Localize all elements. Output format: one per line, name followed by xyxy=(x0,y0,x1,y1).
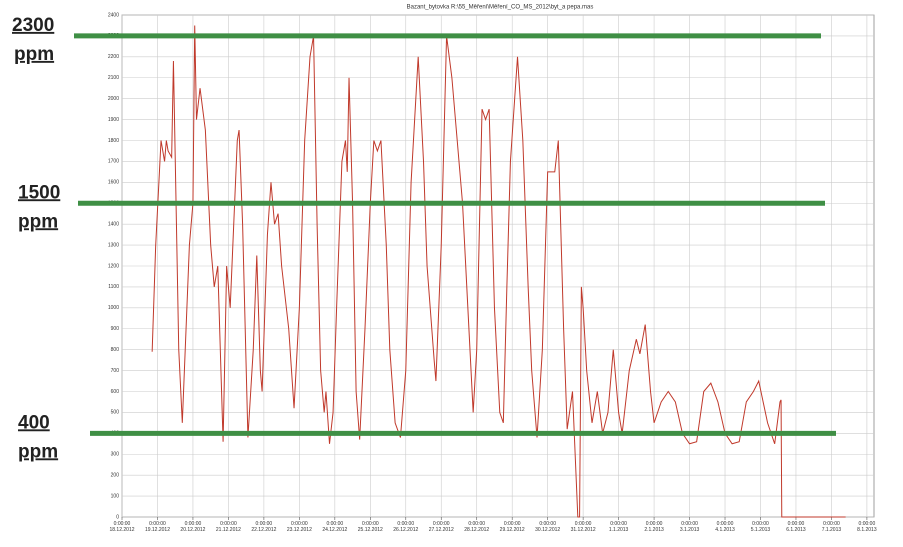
y-tick-label: 1300 xyxy=(108,242,119,248)
y-tick-label: 1600 xyxy=(108,180,119,186)
y-tick-label: 900 xyxy=(111,326,120,332)
threshold-unit: ppm xyxy=(18,441,58,462)
threshold-unit: ppm xyxy=(18,211,58,232)
x-tick-label: 0:00:00 25.12.2012 xyxy=(358,521,383,533)
y-tick-label: 1800 xyxy=(108,138,119,144)
y-tick-label: 1100 xyxy=(108,284,119,290)
x-tick-label: 0:00:00 21.12.2012 xyxy=(216,521,241,533)
x-tick-label: 0:00:00 3.1.2013 xyxy=(680,521,700,533)
y-tick-label: 200 xyxy=(111,472,120,478)
y-tick-label: 0 xyxy=(116,514,119,520)
y-tick-label: 600 xyxy=(111,389,120,395)
x-tick-label: 0:00:00 19.12.2012 xyxy=(145,521,170,533)
x-tick-label: 0:00:00 6.1.2013 xyxy=(786,521,806,533)
x-tick-label: 0:00:00 18.12.2012 xyxy=(109,521,134,533)
x-tick-label: 0:00:00 4.1.2013 xyxy=(715,521,735,533)
x-tick-label: 0:00:00 27.12.2012 xyxy=(429,521,454,533)
x-tick-label: 0:00:00 23.12.2012 xyxy=(287,521,312,533)
y-tick-label: 1900 xyxy=(108,117,119,123)
x-tick-label: 0:00:00 31.12.2012 xyxy=(571,521,596,533)
y-tick-label: 1400 xyxy=(108,221,119,227)
threshold-value: 2300 xyxy=(12,15,54,36)
y-tick-label: 700 xyxy=(111,368,120,374)
y-tick-label: 800 xyxy=(111,347,120,353)
x-tick-label: 0:00:00 5.1.2013 xyxy=(751,521,771,533)
threshold-value: 400 xyxy=(18,412,50,433)
y-tick-label: 1000 xyxy=(108,305,119,311)
data-line xyxy=(151,25,846,518)
y-tick-label: 2000 xyxy=(108,96,119,102)
y-tick-label: 2400 xyxy=(108,12,119,18)
x-tick-label: 0:00:00 20.12.2012 xyxy=(180,521,205,533)
x-tick-label: 0:00:00 7.1.2013 xyxy=(822,521,842,533)
threshold-unit: ppm xyxy=(14,44,54,65)
chart-title: Bazant_bytovka R:\55_Měření\Měření_CO_MS… xyxy=(407,5,594,11)
threshold-value: 1500 xyxy=(18,182,60,203)
y-tick-label: 1200 xyxy=(108,263,119,269)
y-tick-label: 300 xyxy=(111,452,120,458)
x-tick-label: 0:00:00 1.1.2013 xyxy=(609,521,629,533)
x-tick-label: 0:00:00 8.1.2013 xyxy=(857,521,877,533)
x-tick-label: 0:00:00 30.12.2012 xyxy=(535,521,560,533)
y-tick-label: 1700 xyxy=(108,159,119,165)
y-tick-label: 2200 xyxy=(108,54,119,60)
x-tick-label: 0:00:00 24.12.2012 xyxy=(322,521,347,533)
y-tick-label: 500 xyxy=(111,410,120,416)
x-tick-label: 0:00:00 22.12.2012 xyxy=(251,521,276,533)
x-tick-label: 0:00:00 2.1.2013 xyxy=(644,521,664,533)
x-tick-label: 0:00:00 28.12.2012 xyxy=(464,521,489,533)
x-tick-label: 0:00:00 26.12.2012 xyxy=(393,521,418,533)
y-tick-label: 2100 xyxy=(108,75,119,81)
x-tick-label: 0:00:00 29.12.2012 xyxy=(500,521,525,533)
y-tick-label: 100 xyxy=(111,493,120,499)
